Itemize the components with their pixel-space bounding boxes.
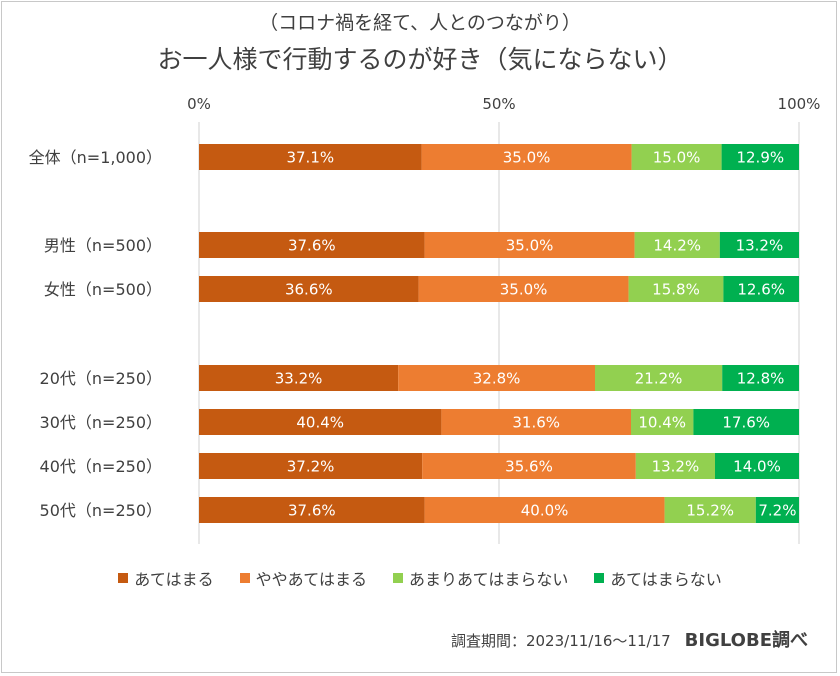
data-label: 14.2% (653, 237, 701, 255)
bar-segment (755, 497, 799, 523)
bar-segment (635, 453, 715, 479)
x-tick-label: 0% (187, 95, 211, 113)
data-label: 37.1% (286, 149, 334, 167)
category-label: 男性（n=500） (44, 236, 162, 255)
bar-segment (719, 232, 799, 258)
category-label: 全体（n=1,000） (29, 148, 162, 167)
chart-subtitle: （コロナ禍を経て、人とのつながり） (259, 12, 581, 34)
data-label: 15.0% (653, 149, 701, 167)
data-label: 33.2% (275, 370, 323, 388)
bar-segment (424, 497, 665, 523)
data-label: 12.6% (737, 281, 785, 299)
data-label: 10.4% (638, 414, 686, 432)
chart-title: お一人様で行動するのが好き（気にならない） (157, 45, 683, 74)
footer: 調査期間：2023/11/16〜11/17 BIGLOBE調べ (451, 626, 808, 652)
bar-segment (421, 144, 632, 170)
bar-segment (199, 409, 442, 435)
category-label: 20代（n=250） (40, 369, 162, 388)
data-label: 32.8% (473, 370, 521, 388)
data-label: 7.2% (758, 502, 796, 520)
bar-segment (664, 497, 756, 523)
legend-item-amari-atehamaranai: あまりあてはまらない (393, 566, 568, 590)
bar-segment (199, 453, 423, 479)
legend-swatch (594, 573, 605, 583)
data-label: 35.0% (506, 237, 554, 255)
category-label: 50代（n=250） (40, 501, 162, 520)
bar-segment (722, 365, 799, 391)
bar-segment (418, 276, 629, 302)
data-label: 13.2% (736, 237, 784, 255)
x-tick-label: 50% (482, 95, 515, 113)
legend-item-atehamaranai: あてはまらない (594, 566, 722, 590)
data-label: 35.6% (505, 458, 553, 476)
legend-item-atehamaru: あてはまる (118, 566, 214, 590)
bar-segment (723, 276, 799, 302)
bar-segment (634, 232, 720, 258)
bar-segment (628, 276, 724, 302)
data-label: 40.0% (521, 502, 569, 520)
bar-segment (199, 276, 419, 302)
legend-swatch (118, 573, 129, 583)
data-label: 40.4% (296, 414, 344, 432)
bar-segment (631, 144, 722, 170)
category-label: 30代（n=250） (40, 413, 162, 432)
data-label: 36.6% (285, 281, 333, 299)
legend-item-yaya-atehamaru: ややあてはまる (239, 566, 367, 590)
data-label: 12.9% (736, 149, 784, 167)
data-label: 37.6% (288, 237, 336, 255)
legend-label: あてはまる (134, 570, 214, 589)
bar-segment (199, 365, 399, 391)
data-label: 15.2% (686, 502, 734, 520)
data-label: 14.0% (733, 458, 781, 476)
bar-segment (721, 144, 799, 170)
data-label: 21.2% (635, 370, 683, 388)
bar-segment (693, 409, 799, 435)
bar-segment (422, 453, 636, 479)
bar-segment (199, 232, 425, 258)
data-label: 37.6% (288, 502, 336, 520)
data-label: 17.6% (722, 414, 770, 432)
legend-label: ややあてはまる (255, 570, 367, 589)
legend-label: あまりあてはまらない (409, 570, 569, 589)
bar-segment (595, 365, 723, 391)
data-label: 35.0% (500, 281, 548, 299)
bar-segment (199, 497, 425, 523)
bar-segment (441, 409, 631, 435)
bar-segment (631, 409, 694, 435)
legend-swatch (239, 573, 250, 583)
data-label: 15.8% (652, 281, 700, 299)
legend-swatch (393, 573, 403, 583)
bar-segment (199, 144, 422, 170)
data-label: 37.2% (287, 458, 335, 476)
bar-segment (715, 453, 799, 479)
data-label: 12.8% (737, 370, 785, 388)
legend-label: あてはまらない (610, 570, 722, 589)
bar-segment (424, 232, 635, 258)
category-label: 女性（n=500） (44, 280, 162, 299)
source-credit: BIGLOBE調べ (684, 630, 808, 651)
survey-period: 調査期間：2023/11/16〜11/17 (450, 632, 671, 650)
x-tick-label: 100% (778, 95, 821, 113)
category-label: 40代（n=250） (40, 457, 162, 476)
legend: あてはまる ややあてはまる あまりあてはまらない あてはまらない (0, 566, 840, 590)
bar-segment (398, 365, 595, 391)
data-label: 35.0% (503, 149, 551, 167)
data-label: 13.2% (652, 458, 700, 476)
data-label: 31.6% (512, 414, 560, 432)
